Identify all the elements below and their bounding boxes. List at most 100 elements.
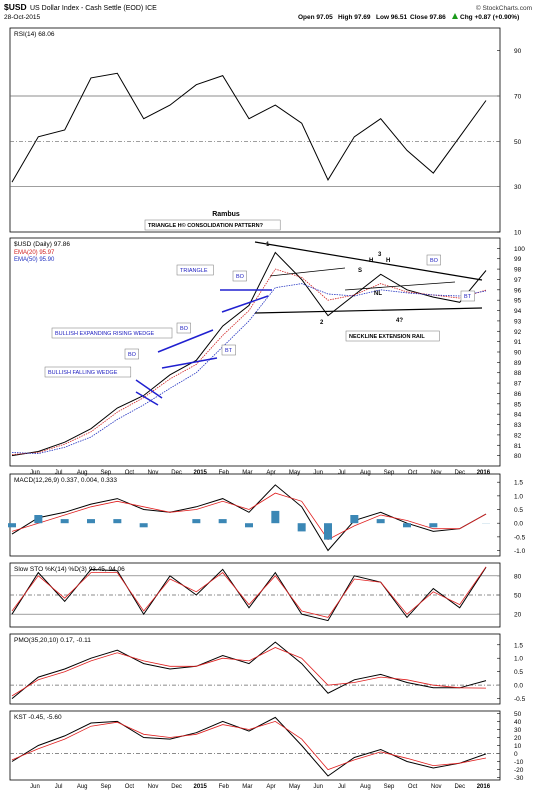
annotation-label: H: [386, 258, 390, 264]
price-tick-label: 86: [514, 391, 522, 398]
pattern-trendline: [269, 267, 346, 277]
price-tick-label: 94: [514, 308, 522, 315]
quote-close: Close 97.86: [410, 14, 446, 21]
annotation-box: [44, 366, 132, 378]
price-tick-label: 89: [514, 360, 522, 367]
x-tick-label: Dec: [171, 784, 182, 790]
macd-histogram-bar: [8, 523, 16, 528]
kst-tick-label: -20: [514, 767, 524, 774]
pattern-trendline: [135, 391, 159, 406]
macd-tick-label: 0.0: [514, 521, 523, 528]
macd-tick-label: 0.5: [514, 507, 523, 514]
sto-tick-label: 20: [514, 612, 522, 619]
macd-series-signal: [11, 492, 487, 541]
x-tick-label: May: [289, 470, 300, 476]
x-tick-label: Oct: [408, 470, 418, 476]
price-panel: 80 81 82 83 84 85 86 87 88 89 90 91 92 93 94 95 96 97 98 99…: [9, 211, 525, 467]
price-tick-label: 84: [514, 412, 522, 419]
kst-frame: [9, 710, 501, 781]
pattern-trendline: [254, 307, 483, 314]
macd-histogram-bar: [245, 523, 253, 528]
macd-histogram-bar: [429, 523, 438, 528]
macd-frame: [9, 473, 501, 557]
macd-histogram-bar: [271, 510, 280, 524]
annotation-label: TRIANGLE: [180, 268, 208, 274]
price-tick-label: 87: [514, 381, 522, 388]
x-tick-label: Oct: [125, 470, 135, 476]
macd-histogram-bar: [350, 515, 359, 524]
macd-tick-label: 1.0: [514, 493, 523, 500]
rsi-series-line: [11, 72, 487, 183]
rsi-tick-label: 90: [514, 48, 522, 55]
up-arrow-icon: [452, 13, 458, 19]
kst-series-kst: [11, 716, 487, 777]
price-tick-label: 88: [514, 370, 522, 377]
kst-tick-label: 40: [514, 719, 522, 726]
macd-histogram-bar: [324, 523, 332, 540]
price-tick-label: 82: [514, 432, 522, 439]
macd-tick-label: -1.0: [514, 548, 526, 555]
annotation-box: [426, 254, 441, 266]
macd-histogram-bar: [34, 515, 43, 524]
x-tick-label: Nov: [148, 784, 159, 790]
price-tick-label: 91: [514, 339, 522, 346]
x-tick-label: Apr: [266, 470, 275, 476]
price-legend-entry: EMA(20) 95.97: [14, 250, 55, 256]
quote-change: Chg +0.87 (+0.90%): [460, 14, 519, 21]
pattern-trendline: [135, 379, 163, 399]
x-tick-label: Jul: [338, 784, 346, 790]
annotation-label: BO: [430, 258, 439, 264]
x-tick-label: Sep: [100, 784, 111, 790]
x-tick-label: Jun: [313, 784, 323, 790]
x-tick-label: Jun: [30, 470, 40, 476]
annotation-label: BO: [128, 352, 137, 358]
annotation-label: BO: [236, 274, 245, 280]
sto-panel: 20 50 80 Slow STO %K(14) %D(3) 93.45, 94.06: [9, 562, 522, 628]
macd-tick-label: 1.5: [514, 480, 523, 487]
macd-histogram-bar: [403, 523, 411, 528]
symbol-title: $USD: [4, 2, 27, 12]
kst-tick-label: 50: [514, 711, 522, 718]
macd-histogram-bar: [60, 519, 69, 524]
pattern-trendline: [157, 329, 214, 353]
price-series-ema-20-: [11, 268, 487, 455]
x-tick-label: Oct: [125, 784, 135, 790]
kst-tick-label: -30: [514, 775, 524, 782]
x-tick-label: Jun: [313, 470, 323, 476]
annotation-label: BO: [180, 326, 189, 332]
pmo-tick-label: 0.5: [514, 669, 523, 676]
annotation-label: 2: [320, 320, 324, 326]
price-tick-label: 95: [514, 298, 522, 305]
x-tick-label: Jul: [55, 784, 63, 790]
pmo-tick-label: 1.5: [514, 642, 523, 649]
annotation-label: 4?: [396, 318, 403, 324]
macd-histogram-bar: [139, 523, 148, 528]
pattern-trendline: [254, 241, 483, 281]
rsi-tick-label: 10: [514, 230, 522, 237]
macd-label: MACD(12,26,9) 0.337, 0.004, 0.333: [14, 477, 117, 484]
rsi-tick-label: 50: [514, 139, 522, 146]
macd-tick-label: -0.5: [514, 534, 526, 541]
price-series--usd: [11, 251, 487, 457]
price-label: $USD (Daily) 97.86: [14, 241, 70, 248]
annotation-label: BT: [464, 294, 472, 300]
pmo-tick-label: -0.5: [514, 696, 526, 703]
annotation-label: BT: [225, 348, 233, 354]
sto-tick-label: 80: [514, 573, 522, 580]
x-tick-label: Dec: [454, 470, 465, 476]
annotation-box: [144, 219, 281, 231]
x-tick-label: Apr: [266, 784, 275, 790]
quote-high: High 97.69: [338, 14, 371, 21]
x-tick-label: Nov: [148, 470, 159, 476]
x-tick-label: Jun: [30, 784, 40, 790]
x-tick-label: Aug: [360, 784, 371, 790]
annotation-label: 1: [266, 242, 270, 248]
annotation-label: NL: [374, 291, 382, 297]
annotation-box: [221, 344, 236, 356]
x-tick-label: Nov: [431, 784, 442, 790]
pmo-series-signal: [11, 647, 487, 697]
quote-date: 28-Oct-2015: [4, 14, 41, 21]
